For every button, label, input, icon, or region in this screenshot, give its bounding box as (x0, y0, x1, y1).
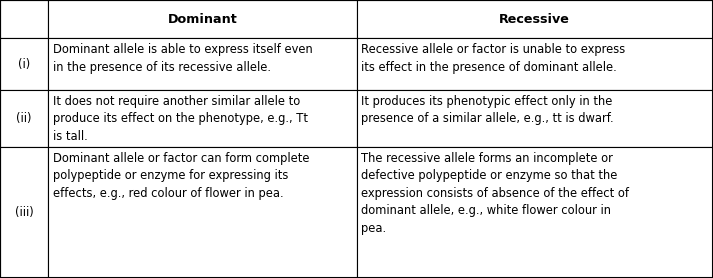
Text: (i): (i) (18, 58, 31, 71)
Bar (0, 147, 48, 278)
Text: It does not require another similar allele to
produce its effect on the phenotyp: It does not require another similar alle… (53, 95, 309, 143)
Bar (48, 0, 356, 38)
Text: (ii): (ii) (16, 112, 32, 125)
Bar (0, 0, 48, 38)
Bar (356, 147, 713, 278)
Bar (356, 90, 713, 147)
Bar (48, 38, 356, 90)
Bar (48, 90, 356, 147)
Text: The recessive allele forms an incomplete or
defective polypeptide or enzyme so t: The recessive allele forms an incomplete… (361, 152, 630, 235)
Bar (0, 38, 48, 90)
Bar (0, 90, 48, 147)
Text: Dominant: Dominant (168, 13, 237, 26)
Text: Recessive allele or factor is unable to express
its effect in the presence of do: Recessive allele or factor is unable to … (361, 43, 626, 74)
Text: (iii): (iii) (15, 206, 34, 219)
Text: It produces its phenotypic effect only in the
presence of a similar allele, e.g.: It produces its phenotypic effect only i… (361, 95, 614, 125)
Bar (48, 147, 356, 278)
Text: Dominant allele is able to express itself even
in the presence of its recessive : Dominant allele is able to express itsel… (53, 43, 313, 74)
Bar (356, 0, 713, 38)
Bar (356, 38, 713, 90)
Text: Recessive: Recessive (499, 13, 570, 26)
Text: Dominant allele or factor can form complete
polypeptide or enzyme for expressing: Dominant allele or factor can form compl… (53, 152, 310, 200)
